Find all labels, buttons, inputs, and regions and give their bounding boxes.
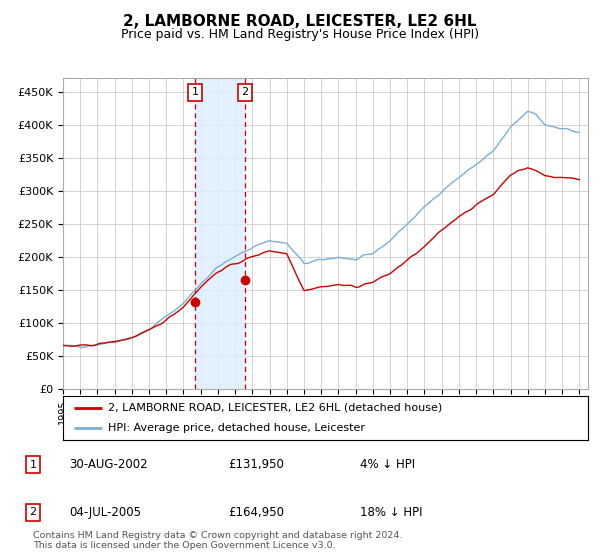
Text: 04-JUL-2005: 04-JUL-2005	[69, 506, 141, 519]
Text: 1: 1	[191, 87, 199, 97]
Text: 4% ↓ HPI: 4% ↓ HPI	[360, 458, 415, 472]
Text: 30-AUG-2002: 30-AUG-2002	[69, 458, 148, 472]
Text: Contains HM Land Registry data © Crown copyright and database right 2024.
This d: Contains HM Land Registry data © Crown c…	[33, 530, 403, 550]
Text: 2, LAMBORNE ROAD, LEICESTER, LE2 6HL (detached house): 2, LAMBORNE ROAD, LEICESTER, LE2 6HL (de…	[107, 403, 442, 413]
Text: £131,950: £131,950	[228, 458, 284, 472]
Text: Price paid vs. HM Land Registry's House Price Index (HPI): Price paid vs. HM Land Registry's House …	[121, 28, 479, 41]
Text: 18% ↓ HPI: 18% ↓ HPI	[360, 506, 422, 519]
Text: 2: 2	[29, 507, 37, 517]
Text: £164,950: £164,950	[228, 506, 284, 519]
Bar	[195, 78, 245, 389]
Text: HPI: Average price, detached house, Leicester: HPI: Average price, detached house, Leic…	[107, 423, 365, 433]
Text: 1: 1	[29, 460, 37, 470]
Text: 2: 2	[242, 87, 249, 97]
Text: 2, LAMBORNE ROAD, LEICESTER, LE2 6HL: 2, LAMBORNE ROAD, LEICESTER, LE2 6HL	[123, 14, 477, 29]
